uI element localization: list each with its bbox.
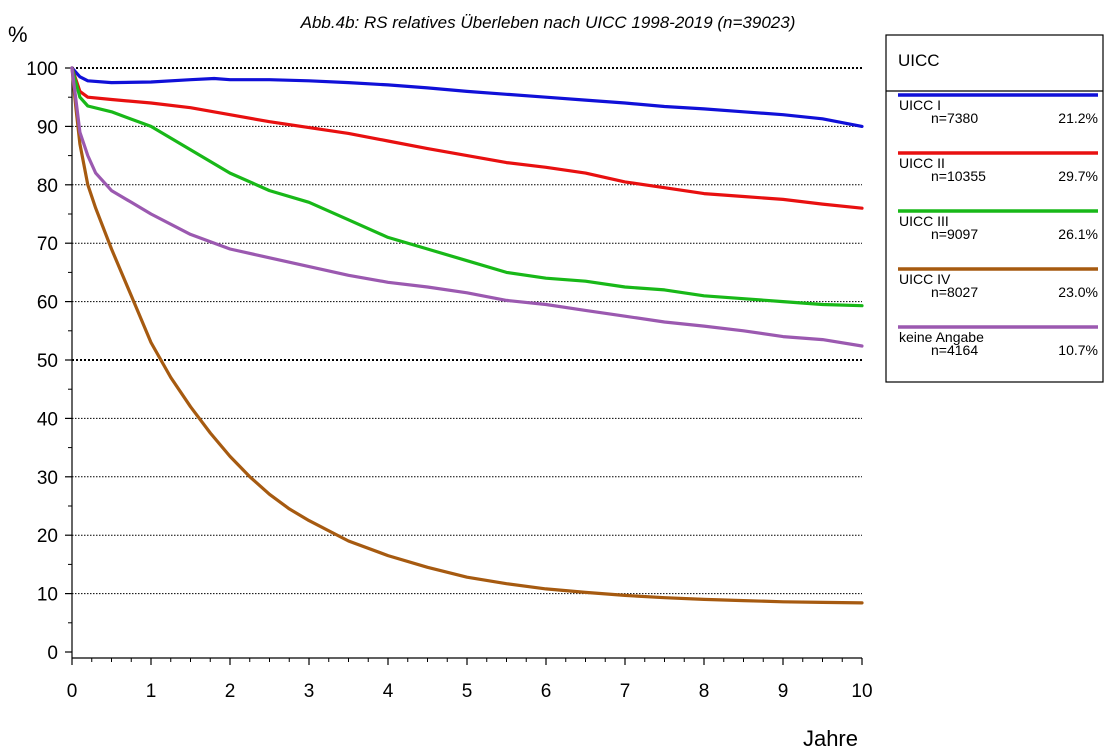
axes: 0 10 20 30 40 50 60 70 80 90 100 0 1 2 3 4 5 6 7 8 9 10 [26, 59, 872, 702]
series-lines [70, 66, 864, 605]
x-tick-label: 1 [146, 681, 157, 702]
legend-entry-pct: 29.7% [1058, 168, 1098, 184]
x-tick-label: 9 [778, 681, 789, 702]
legend-box [885, 34, 1104, 383]
series-line-4 [70, 66, 864, 605]
x-tick-label: 5 [462, 681, 473, 702]
y-tick-label: 40 [37, 409, 58, 430]
series-line-1 [70, 66, 864, 129]
y-tick-label: 50 [37, 351, 58, 372]
legend-entry-name: UICC II [899, 155, 945, 171]
legend-entry-pct: 26.1% [1058, 226, 1098, 242]
legend-entry-n: n=8027 [931, 284, 978, 300]
x-tick-label: 4 [383, 681, 394, 702]
legend-entry-n: n=10355 [931, 168, 986, 184]
legend-entry-n: n=7380 [931, 110, 978, 126]
y-tick-label: 90 [37, 117, 58, 138]
x-tick-label: 2 [225, 681, 236, 702]
y-tick-label: 20 [37, 526, 58, 547]
legend-entry-pct: 23.0% [1058, 284, 1098, 300]
legend-title: UICC [898, 51, 940, 70]
y-tick-label: 10 [37, 585, 58, 606]
y-tick-label: 100 [26, 59, 58, 80]
gridlines [72, 67, 862, 595]
legend-entries: UICC In=7380 21.2% UICC IIn=10355 29.7% UICC… [898, 93, 1098, 358]
x-tick-label: 6 [541, 681, 552, 702]
series-line-3 [70, 66, 864, 308]
y-tick-label: 70 [37, 234, 58, 255]
legend-entry-name: UICC I [899, 97, 941, 113]
legend-entry-name: UICC IV [899, 271, 951, 287]
y-tick-label: 30 [37, 468, 58, 489]
legend-entry-pct: 10.7% [1058, 342, 1098, 358]
legend-entry-name: UICC III [899, 213, 949, 229]
y-axis-label: % [8, 22, 28, 47]
legend: UICC UICC In=7380 21.2% UICC IIn=10355 29.7… [885, 34, 1104, 383]
x-axis-label: Jahre [803, 726, 858, 751]
series-line-2 [70, 66, 864, 210]
y-tick-label: 0 [47, 643, 58, 664]
x-tick-label: 0 [67, 681, 78, 702]
y-tick-label: 80 [37, 176, 58, 197]
chart-title: Abb.4b: RS relatives Überleben nach UICC… [300, 13, 796, 32]
x-tick-label: 8 [699, 681, 710, 702]
y-tick-label: 60 [37, 293, 58, 314]
legend-entry-pct: 21.2% [1058, 110, 1098, 126]
legend-entry-n: n=4164 [931, 342, 978, 358]
legend-entry-name: keine Angabe [899, 329, 984, 345]
legend-entry-n: n=9097 [931, 226, 978, 242]
series-line-5 [70, 66, 864, 348]
x-tick-label: 3 [304, 681, 315, 702]
x-tick-label: 10 [851, 681, 872, 702]
x-tick-label: 7 [620, 681, 631, 702]
